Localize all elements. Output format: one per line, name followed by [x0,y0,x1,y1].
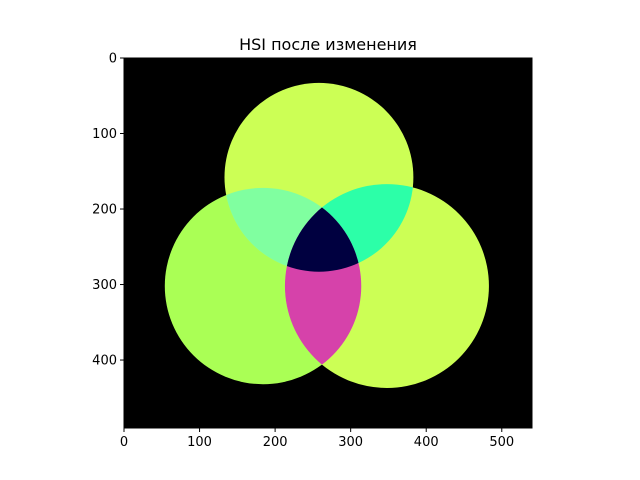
x-tick-label: 400 [414,435,439,450]
y-tick-label: 400 [92,354,117,369]
overlap-top-left [224,187,362,272]
x-axis: 0 100 200 300 400 500 [120,428,514,450]
x-tick-label: 300 [338,435,363,450]
y-tick-label: 0 [109,52,117,67]
image-plot-area [124,58,532,428]
chart-title: HSI после изменения [239,35,417,54]
overlap-top-right [284,184,414,272]
x-tick-label: 0 [120,435,128,450]
y-tick-label: 200 [92,203,117,218]
x-tick-label: 500 [489,435,514,450]
y-tick-label: 300 [92,278,117,293]
axes-frame [123,57,533,429]
y-axis: 0 100 200 300 400 [92,52,124,369]
x-tick-label: 100 [187,435,212,450]
center-overlap [284,187,362,272]
x-tick-label: 200 [263,435,288,450]
y-tick-label: 100 [92,127,117,142]
